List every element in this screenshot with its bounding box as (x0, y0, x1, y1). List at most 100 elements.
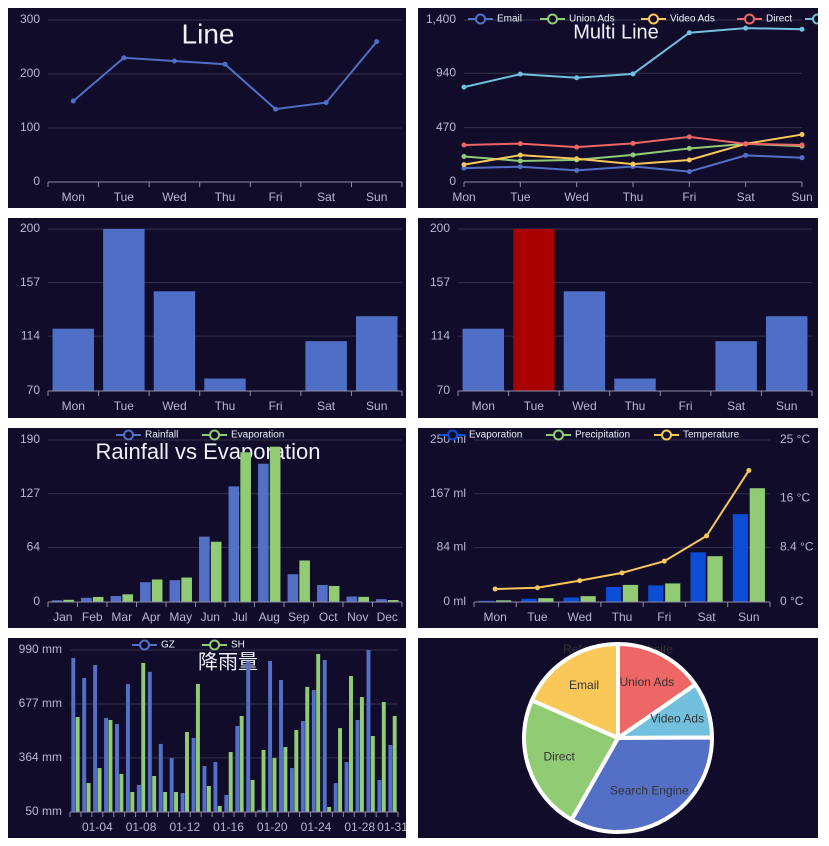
point (799, 26, 805, 32)
x-tick-label: Mon (452, 190, 475, 204)
slice-label: Direct (543, 750, 575, 764)
bar (300, 721, 305, 812)
y-tick-label: 0 (449, 174, 456, 188)
bar (235, 726, 240, 812)
y2-tick-label: 8.4 °C (780, 540, 814, 554)
bar (327, 807, 332, 812)
point (577, 578, 583, 584)
bar (338, 728, 343, 812)
point (517, 152, 523, 158)
x-tick-label: 01-24 (301, 820, 332, 834)
x-tick-label: Thu (612, 610, 633, 624)
y-tick-label: 300 (20, 12, 40, 26)
legend-icon (139, 639, 150, 651)
point (171, 58, 177, 64)
bar (381, 702, 386, 812)
x-tick-label: 01-31 (377, 820, 406, 834)
x-tick-label: 01-04 (82, 820, 113, 834)
bar (199, 536, 210, 602)
x-tick-label: Sun (738, 610, 759, 624)
x-tick-label: 01-20 (257, 820, 288, 834)
legend-label: Evaporation (469, 430, 522, 441)
bar (648, 585, 664, 602)
point (686, 157, 692, 163)
x-tick-label: Tue (510, 190, 531, 204)
bar (213, 762, 218, 812)
bar (349, 676, 353, 812)
chart-title: Line (182, 18, 235, 49)
bar (287, 574, 299, 602)
bar (202, 765, 207, 812)
bar (119, 773, 124, 812)
bar (322, 659, 327, 812)
y-tick-label: 0 (33, 174, 40, 188)
bar (614, 378, 656, 391)
point (743, 141, 749, 147)
point (661, 558, 667, 564)
point (374, 39, 380, 45)
bar (52, 328, 95, 391)
bar (580, 596, 596, 602)
bar (228, 752, 233, 812)
bar (140, 582, 151, 602)
bar (377, 779, 382, 812)
pie-slice (522, 698, 620, 822)
x-tick-label: Tue (114, 190, 135, 204)
bar (283, 747, 288, 812)
point (746, 467, 752, 473)
bar (305, 341, 347, 391)
pie-slice (529, 642, 620, 740)
legend-icon (447, 429, 458, 441)
legend-icon (123, 429, 134, 441)
x-tick-label: Sat (737, 190, 756, 204)
bar (217, 805, 222, 812)
point (799, 155, 805, 161)
point (517, 164, 523, 170)
x-tick-label: Wed (567, 610, 591, 624)
bar (97, 768, 102, 812)
y-tick-label: 677 mm (19, 696, 62, 710)
x-tick-label: Dec (377, 610, 398, 624)
point (574, 156, 580, 162)
chart-panel: 70 114 157 200 Mon Tue Wed Thu Fri Sat Sun (8, 218, 406, 418)
y-tick-label: 114 (431, 328, 450, 342)
bar (462, 328, 505, 391)
x-tick-label: 01-12 (169, 820, 200, 834)
bar (163, 792, 168, 812)
point (517, 158, 523, 164)
legend-label: Direct (766, 14, 792, 25)
point (743, 152, 749, 158)
bar (147, 671, 152, 812)
point (461, 84, 467, 90)
bar (316, 653, 321, 812)
bar (563, 597, 579, 602)
x-tick-label: Wed (162, 190, 186, 204)
bar (538, 598, 554, 602)
x-tick-label: Oct (319, 610, 338, 624)
bar (185, 732, 189, 812)
y-tick-label: 1,400 (426, 12, 456, 26)
x-tick-label: Fri (679, 399, 693, 413)
bar (279, 679, 283, 812)
bar (71, 657, 76, 812)
point (630, 161, 636, 167)
legend-label: Email (497, 14, 522, 25)
y-tick-label: 0 ml (443, 594, 466, 608)
y-tick-label: 470 (436, 120, 456, 134)
chart-title: Multi Line (573, 21, 659, 43)
x-tick-label: Sep (288, 610, 310, 624)
slice-label: Union Ads (619, 675, 674, 689)
bar (690, 552, 706, 602)
y2-tick-label: 0 °C (780, 594, 804, 608)
x-tick-label: Sat (317, 399, 336, 413)
y-tick-label: 190 (20, 432, 40, 446)
bar (479, 600, 495, 602)
bar (51, 600, 63, 602)
y-tick-label: 64 (27, 540, 41, 554)
legend-label: Video Ads (670, 14, 715, 25)
x-tick-label: Apr (142, 610, 161, 624)
bar (86, 783, 91, 812)
legend-label: Temperature (683, 430, 740, 441)
bar (228, 486, 240, 602)
